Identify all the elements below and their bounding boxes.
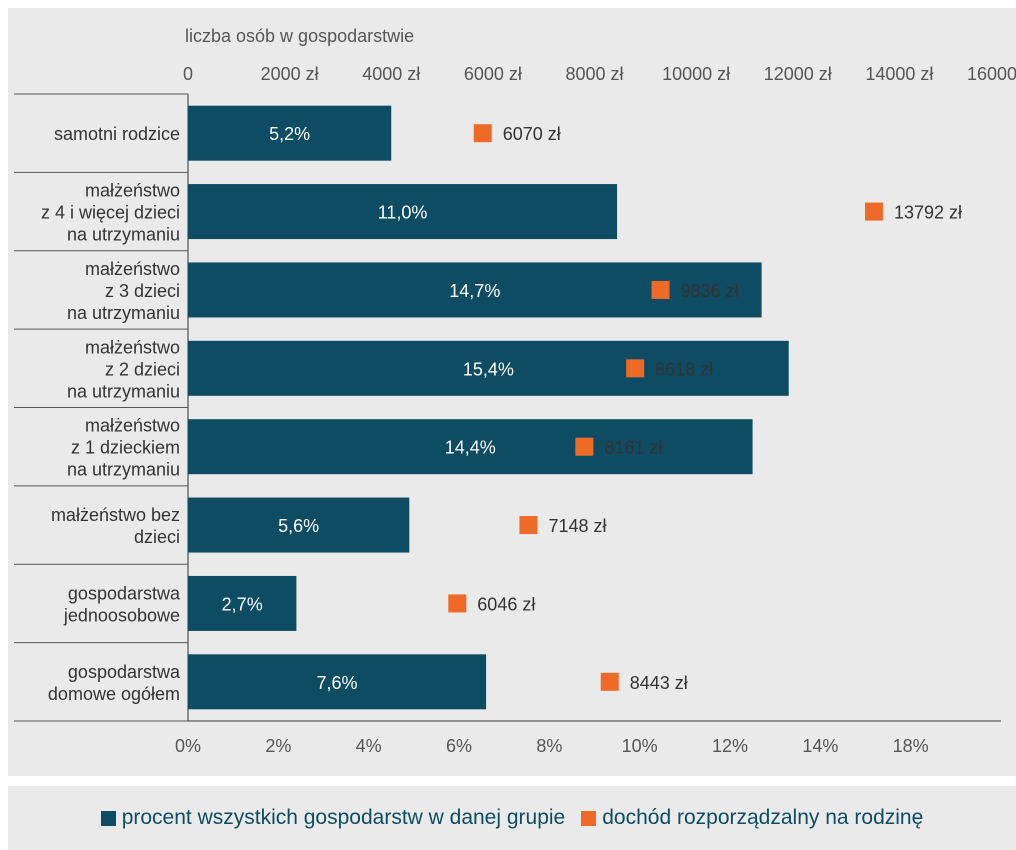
bottom-tick-label: 8% bbox=[536, 736, 562, 756]
bar bbox=[188, 419, 753, 475]
income-marker bbox=[600, 672, 619, 691]
income-marker bbox=[651, 280, 670, 299]
income-data-label: 8618 zł bbox=[655, 359, 713, 379]
legend-item-income: dochód rozporządzalny na rodzinę bbox=[581, 806, 923, 830]
income-data-label: 9836 zł bbox=[681, 281, 739, 301]
income-marker bbox=[448, 594, 467, 613]
chart-panel: liczba osób w gospodarstwie 0 2000 zł 4000 … bbox=[8, 8, 1016, 776]
category-label: na utrzymaniu bbox=[67, 303, 180, 323]
category-label: na utrzymaniu bbox=[67, 460, 180, 480]
category-label: dzieci bbox=[134, 527, 180, 547]
income-data-label: 13792 zł bbox=[894, 203, 962, 223]
bar-data-label: 7,6% bbox=[317, 673, 358, 693]
bar bbox=[188, 575, 297, 631]
income-data-label: 8443 zł bbox=[630, 673, 688, 693]
income-data-label: 6070 zł bbox=[503, 124, 561, 144]
legend-swatch-income bbox=[581, 810, 597, 826]
bottom-tick-label: 2% bbox=[265, 736, 291, 756]
legend-panel: procent wszystkich gospodarstw w danej g… bbox=[8, 786, 1016, 850]
bottom-tick-label: 10% bbox=[622, 736, 658, 756]
bar bbox=[188, 184, 618, 240]
chart: liczba osób w gospodarstwie 0 2000 zł 4000 … bbox=[14, 26, 1016, 756]
bottom-tick-label: 18% bbox=[893, 736, 929, 756]
category-label: z 3 dzieci bbox=[105, 281, 180, 301]
category-label: małżeństwo bez bbox=[51, 505, 180, 525]
top-tick-label: 0 bbox=[183, 64, 193, 84]
category-label: z 2 dzieci bbox=[105, 359, 180, 379]
category-label: z 1 dzieckiem bbox=[71, 438, 180, 458]
legend-swatch-percent bbox=[100, 810, 116, 826]
legend-label-percent: procent wszystkich gospodarstw w danej g… bbox=[121, 806, 566, 829]
category-label: małżeństwo bbox=[85, 416, 180, 436]
category-label: małżeństwo bbox=[85, 337, 180, 357]
top-tick-label: 14000 zł bbox=[865, 64, 933, 84]
category-label: jednoosobowe bbox=[63, 605, 180, 625]
bar-data-label: 2,7% bbox=[222, 594, 263, 614]
bottom-tick-label: 0% bbox=[175, 736, 201, 756]
legend-label-income: dochód rozporządzalny na rodzinę bbox=[602, 806, 924, 829]
top-tick-label: 8000 zł bbox=[565, 64, 623, 84]
bar-data-label: 11,0% bbox=[378, 203, 428, 223]
bottom-tick-label: 12% bbox=[712, 736, 748, 756]
bar-data-label: 5,2% bbox=[269, 124, 310, 144]
top-axis-label: liczba osób w gospodarstwie bbox=[185, 26, 414, 46]
bar bbox=[188, 654, 487, 710]
category-label: na utrzymaniu bbox=[67, 381, 180, 401]
bar bbox=[188, 340, 789, 396]
category-label: gospodarstwa bbox=[68, 583, 181, 603]
income-marker bbox=[575, 437, 594, 456]
income-data-label: 8161 zł bbox=[604, 438, 662, 458]
income-marker bbox=[519, 516, 538, 535]
category-label: na utrzymaniu bbox=[67, 225, 180, 245]
bar bbox=[188, 105, 392, 161]
category-label: z 4 i więcej dzieci bbox=[41, 203, 180, 223]
bottom-tick-label: 6% bbox=[446, 736, 472, 756]
top-tick-label: 16000 zł bbox=[967, 64, 1016, 84]
income-marker bbox=[626, 359, 645, 378]
income-marker bbox=[473, 124, 492, 143]
income-data-label: 6046 zł bbox=[477, 594, 535, 614]
category-label: małżeństwo bbox=[85, 181, 180, 201]
income-data-label: 7148 zł bbox=[548, 516, 606, 536]
bottom-tick-label: 14% bbox=[802, 736, 838, 756]
category-label: gospodarstwa bbox=[68, 662, 181, 682]
legend: procent wszystkich gospodarstw w danej g… bbox=[8, 786, 1016, 850]
top-tick-label: 12000 zł bbox=[764, 64, 832, 84]
bar-data-label: 5,6% bbox=[278, 516, 319, 536]
bar bbox=[188, 497, 410, 553]
category-label: domowe ogółem bbox=[48, 684, 180, 704]
bar-data-label: 14,7% bbox=[449, 281, 500, 301]
top-tick-label: 6000 zł bbox=[464, 64, 522, 84]
category-label: małżeństwo bbox=[85, 259, 180, 279]
income-marker bbox=[864, 202, 883, 221]
top-tick-label: 2000 zł bbox=[261, 64, 319, 84]
bar-data-label: 14,4% bbox=[445, 438, 496, 458]
bar-data-label: 15,4% bbox=[463, 359, 514, 379]
top-tick-label: 10000 zł bbox=[662, 64, 730, 84]
legend-item-percent: procent wszystkich gospodarstw w danej g… bbox=[100, 806, 566, 830]
category-label: samotni rodzice bbox=[54, 124, 180, 144]
top-tick-label: 4000 zł bbox=[362, 64, 420, 84]
bottom-tick-label: 4% bbox=[356, 736, 382, 756]
